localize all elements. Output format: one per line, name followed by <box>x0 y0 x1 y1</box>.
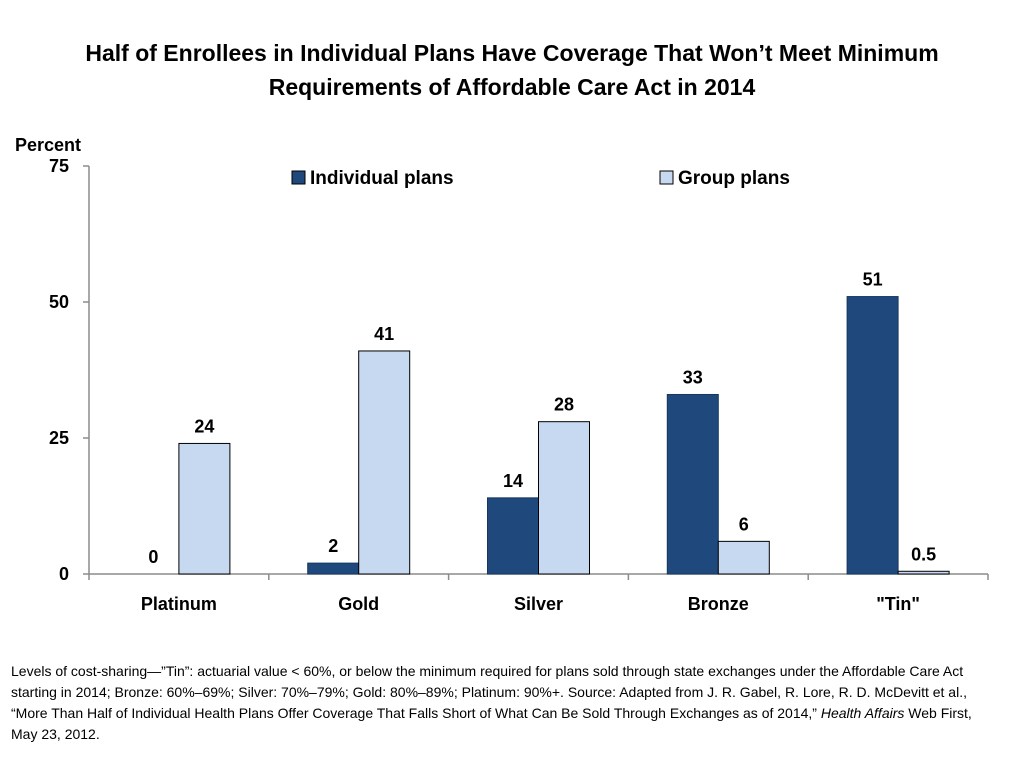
legend-label: Group plans <box>678 168 790 189</box>
data-label: 51 <box>863 270 883 290</box>
footnote-tail: Web First, May 23, 2012. <box>11 705 972 742</box>
data-label: 14 <box>503 471 523 491</box>
bar-individual <box>307 562 360 575</box>
data-label: 24 <box>194 416 214 436</box>
x-category-label: Platinum <box>141 594 217 614</box>
footnote-text: Levels of cost-sharing—”Tin”: actuarial … <box>11 663 967 721</box>
y-axis-label: Percent <box>15 135 81 155</box>
data-label: 28 <box>554 395 574 415</box>
bar-individual <box>487 497 539 575</box>
bar-group <box>717 540 770 575</box>
bars: 0 2 14 33 51 24 41 28 6 0.5 <box>148 270 950 575</box>
x-category-label: "Tin" <box>876 594 920 614</box>
bar-group <box>178 442 231 575</box>
legend: Individual plans Group plans <box>291 168 790 189</box>
chart-title-line-1: Half of Enrollees in Individual Plans Ha… <box>85 40 939 66</box>
bar-group <box>897 570 950 575</box>
data-label: 0 <box>148 547 158 567</box>
chart-title: Half of Enrollees in Individual Plans Ha… <box>0 36 1024 104</box>
legend-swatch <box>291 170 306 185</box>
y-tick-label: 50 <box>49 292 69 312</box>
x-category-label: Bronze <box>688 594 749 614</box>
legend-swatch <box>659 170 674 185</box>
data-label: 0.5 <box>911 544 936 564</box>
data-label: 6 <box>739 514 749 534</box>
y-tick-label: 25 <box>49 428 69 448</box>
chart-title-line-2: Requirements of Affordable Care Act in 2… <box>268 74 756 100</box>
y-tick-label: 75 <box>49 156 69 176</box>
bar-individual <box>666 393 719 575</box>
x-category-label: Silver <box>514 594 563 614</box>
x-category-label: Gold <box>338 594 379 614</box>
legend-label: Individual plans <box>310 168 454 189</box>
bar-group <box>358 350 411 575</box>
bar-individual <box>846 296 899 575</box>
footnote-journal: Health Affairs <box>820 705 905 721</box>
footnote: Levels of cost-sharing—”Tin”: actuarial … <box>11 661 1001 745</box>
bar-chart: Percent 0 25 50 75 Platinum Gold Silver Bronze "… <box>15 135 989 614</box>
bar-group <box>538 421 590 575</box>
axes: 0 25 50 75 Platinum Gold Silver Bronze "Tin" <box>49 156 989 614</box>
data-label: 41 <box>374 324 394 344</box>
data-label: 33 <box>683 367 703 387</box>
y-tick-label: 0 <box>59 564 69 584</box>
data-label: 2 <box>328 536 338 556</box>
